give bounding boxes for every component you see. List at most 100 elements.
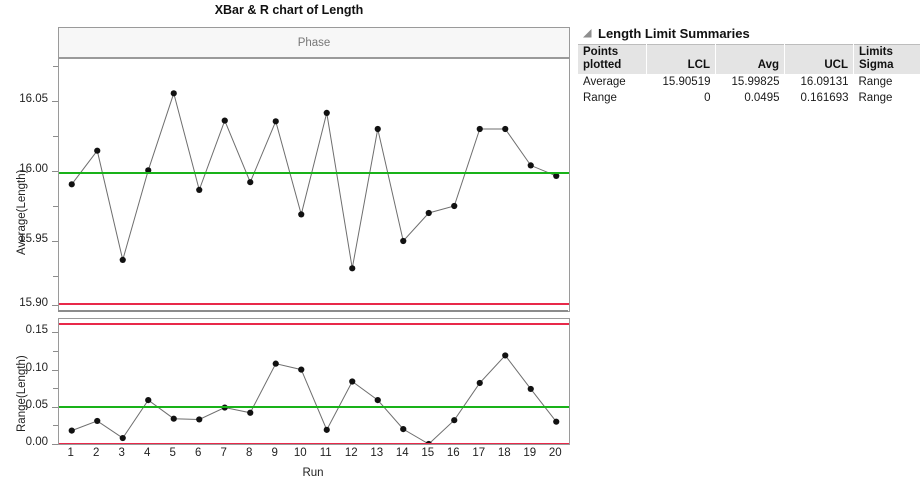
data-point[interactable] <box>272 360 279 367</box>
data-point[interactable] <box>247 409 254 416</box>
data-point[interactable] <box>298 366 305 373</box>
data-point[interactable] <box>298 211 305 218</box>
data-point[interactable] <box>425 209 432 217</box>
col-header-points-plotted[interactable]: Points plotted <box>578 44 647 74</box>
row-avg: 15.99825 <box>715 74 785 90</box>
data-point[interactable] <box>374 125 381 133</box>
xbar-y-tick <box>52 171 58 172</box>
data-point[interactable] <box>323 109 330 116</box>
data-point[interactable] <box>119 256 126 263</box>
data-point[interactable] <box>451 202 458 210</box>
triangle-collapse-icon[interactable] <box>582 28 593 39</box>
data-point[interactable] <box>221 117 228 124</box>
range-line-path <box>71 354 557 444</box>
data-point[interactable] <box>145 167 152 174</box>
xbar-y-tick <box>52 101 58 102</box>
row-points-plotted: Range <box>578 90 647 106</box>
x-tick-label: 10 <box>293 447 307 459</box>
data-point[interactable] <box>400 237 407 245</box>
data-point[interactable] <box>476 125 483 133</box>
row-lcl: 0 <box>646 90 716 106</box>
col-header-line1: Limits <box>859 46 893 58</box>
data-point[interactable] <box>196 186 203 193</box>
data-point[interactable] <box>247 179 254 186</box>
row-lcl: 15.90519 <box>646 74 716 90</box>
data-point[interactable] <box>502 352 509 359</box>
data-point[interactable] <box>94 147 101 154</box>
xbar-center-line <box>59 172 569 175</box>
data-point[interactable] <box>527 385 534 393</box>
range-y-tick <box>52 369 58 371</box>
phase-header-strip: Phase <box>58 27 570 58</box>
chart-panel: XBar & R chart of Length Phase Average(L… <box>16 3 570 479</box>
xbar-lcl-line <box>59 302 569 305</box>
x-tick-label: 6 <box>195 447 202 459</box>
table-header-row: Points plotted LCL Avg UCL <box>578 44 920 74</box>
data-point[interactable] <box>502 125 509 133</box>
range-y-tick <box>52 444 58 445</box>
xbar-y-minor-tick <box>53 66 58 67</box>
col-header-line2: plotted <box>583 59 622 71</box>
data-point[interactable] <box>349 378 356 385</box>
range-series <box>68 352 560 444</box>
data-point[interactable] <box>553 418 560 425</box>
row-ucl: 0.161693 <box>784 90 854 106</box>
data-point[interactable] <box>145 397 152 404</box>
col-header-avg[interactable]: Avg <box>715 44 785 74</box>
xbar-y-minor-tick <box>53 276 58 277</box>
data-point[interactable] <box>272 118 279 125</box>
xbar-y-tick <box>52 241 58 242</box>
col-header-lcl[interactable]: LCL <box>646 44 716 74</box>
table-body: Average15.9051915.9982516.09131Range2Ran… <box>578 74 920 106</box>
col-header-line2: Sigma <box>859 59 894 71</box>
range-y-tick <box>52 332 58 334</box>
x-tick-label: 1 <box>67 447 74 459</box>
summary-header[interactable]: Length Limit Summaries <box>578 22 920 44</box>
data-point[interactable] <box>451 417 458 424</box>
x-axis-title: Run <box>302 467 324 479</box>
data-point[interactable] <box>527 162 534 169</box>
range-plot-area[interactable] <box>58 318 570 445</box>
data-point[interactable] <box>400 426 407 433</box>
x-tick-label: 4 <box>144 447 151 459</box>
range-y-tick-label: 0.10 <box>25 361 48 374</box>
row-avg: 0.0495 <box>715 90 785 106</box>
x-tick-label: 13 <box>370 447 384 459</box>
data-point[interactable] <box>196 416 203 423</box>
x-tick-label: 18 <box>497 447 511 459</box>
xbar-series <box>68 90 560 272</box>
x-tick-label: 3 <box>118 447 125 459</box>
range-y-minor-tick <box>53 425 58 427</box>
data-point[interactable] <box>170 415 177 422</box>
data-point[interactable] <box>68 181 75 188</box>
axis-divider-rule <box>58 310 568 312</box>
data-point[interactable] <box>374 397 381 404</box>
range-y-minor-tick <box>53 350 58 352</box>
data-point[interactable] <box>349 265 356 272</box>
range-y-tick-label: 0.00 <box>25 436 48 448</box>
col-header-line2: UCL <box>824 59 848 71</box>
xbar-y-minor-tick <box>53 206 58 207</box>
row-ucl: 16.09131 <box>784 74 854 90</box>
row-limits-sigma: Range <box>853 74 920 90</box>
data-point[interactable] <box>94 417 101 425</box>
range-y-tick-label: 0.05 <box>25 398 48 411</box>
summary-title: Length Limit Summaries <box>598 25 750 41</box>
xbar-plot-area[interactable] <box>58 58 570 312</box>
data-point[interactable] <box>68 427 75 434</box>
xbar-y-tick-label: 16.05 <box>19 93 48 105</box>
data-point[interactable] <box>323 426 330 433</box>
data-point[interactable] <box>476 379 483 387</box>
xbar-y-tick-label: 15.90 <box>19 297 48 309</box>
data-point[interactable] <box>170 90 177 97</box>
range-center-line <box>59 406 569 409</box>
col-header-line2: LCL <box>687 59 710 71</box>
limit-summaries-panel: Length Limit Summaries Points plotted LC… <box>578 22 920 106</box>
col-header-ucl[interactable]: UCL <box>784 44 854 74</box>
x-tick-label: 19 <box>523 447 537 459</box>
col-header-limits-sigma[interactable]: Limits Sigma <box>853 44 920 74</box>
data-point[interactable] <box>119 434 126 442</box>
limit-summaries-table: Points plotted LCL Avg UCL <box>578 44 920 106</box>
